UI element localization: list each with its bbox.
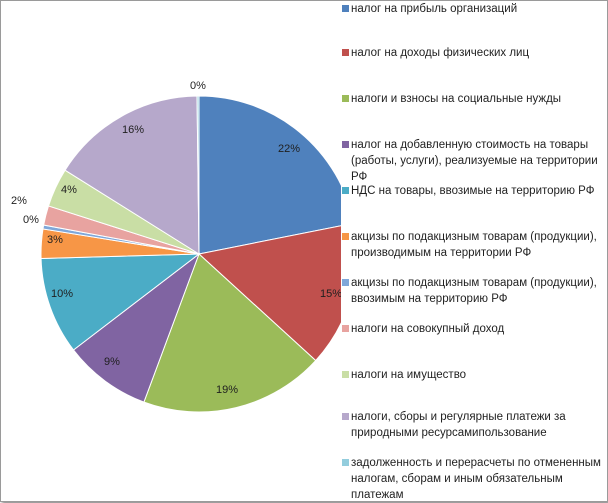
legend-label: налоги и взносы на социальные нужды — [351, 93, 562, 105]
pie-slice-labels: 22% 15% 19% 9% 10% 3% 0% 2% 4% 16% 0% — [11, 80, 341, 396]
slice-value-label: 9% — [104, 356, 120, 368]
legend-swatch — [342, 371, 349, 378]
slice-value-label: 0% — [190, 80, 206, 92]
legend-swatch — [342, 413, 349, 420]
pie-slice — [64, 95, 200, 255]
legend-label: НДС на товары, ввозимые на территорию РФ — [351, 185, 595, 197]
slice-value-label: 19% — [216, 384, 238, 396]
legend-label: акцизы по подакцизным товарам (продукции… — [351, 277, 597, 305]
legend-swatch — [342, 187, 349, 194]
pie-slice — [196, 95, 200, 255]
pie-slice — [198, 95, 341, 255]
legend-swatch — [342, 325, 349, 332]
pie-slice — [72, 252, 201, 403]
slice-value-label: 16% — [122, 124, 144, 136]
legend-label: задолженность и перерасчеты по отмененны… — [351, 457, 601, 501]
slice-value-label: 22% — [278, 143, 300, 155]
slice-value-label: 10% — [51, 288, 73, 300]
slice-value-label: 0% — [23, 214, 39, 226]
slice-value-label: 4% — [61, 184, 77, 196]
slice-value-label: 15% — [320, 288, 341, 300]
slice-value-label: 3% — [47, 234, 63, 246]
legend-label: налог на доходы физических лиц — [351, 47, 530, 59]
legend-swatch — [342, 459, 349, 466]
legend-label: налоги, сборы и регулярные платежи за пр… — [351, 411, 566, 439]
pie-slice — [143, 253, 317, 413]
legend-swatch — [342, 49, 349, 56]
legend-label: акцизы по подакцизным товарам (продукции… — [351, 231, 597, 259]
pie-slice — [197, 225, 341, 362]
legend-label: налоги на имущество — [351, 369, 467, 381]
legend-label: налог на прибыль организаций — [351, 3, 518, 15]
pie-chart: 22% 15% 19% 9% 10% 3% 0% 2% 4% 16% 0% — [11, 80, 341, 413]
legend-swatch — [342, 233, 349, 240]
slice-value-label: 2% — [11, 195, 27, 207]
legend-swatch — [342, 95, 349, 102]
legend-label: налоги на совокупный доход — [351, 323, 505, 335]
legend-label: налог на добавленную стоимость на товары… — [351, 139, 598, 183]
pie-slices — [40, 95, 341, 413]
legend-swatch — [342, 5, 349, 12]
legend-swatch — [342, 279, 349, 286]
legend: налог на прибыль организаций налог на дох… — [340, 1, 608, 503]
legend-swatch — [342, 141, 349, 148]
pie-slice — [40, 253, 201, 351]
